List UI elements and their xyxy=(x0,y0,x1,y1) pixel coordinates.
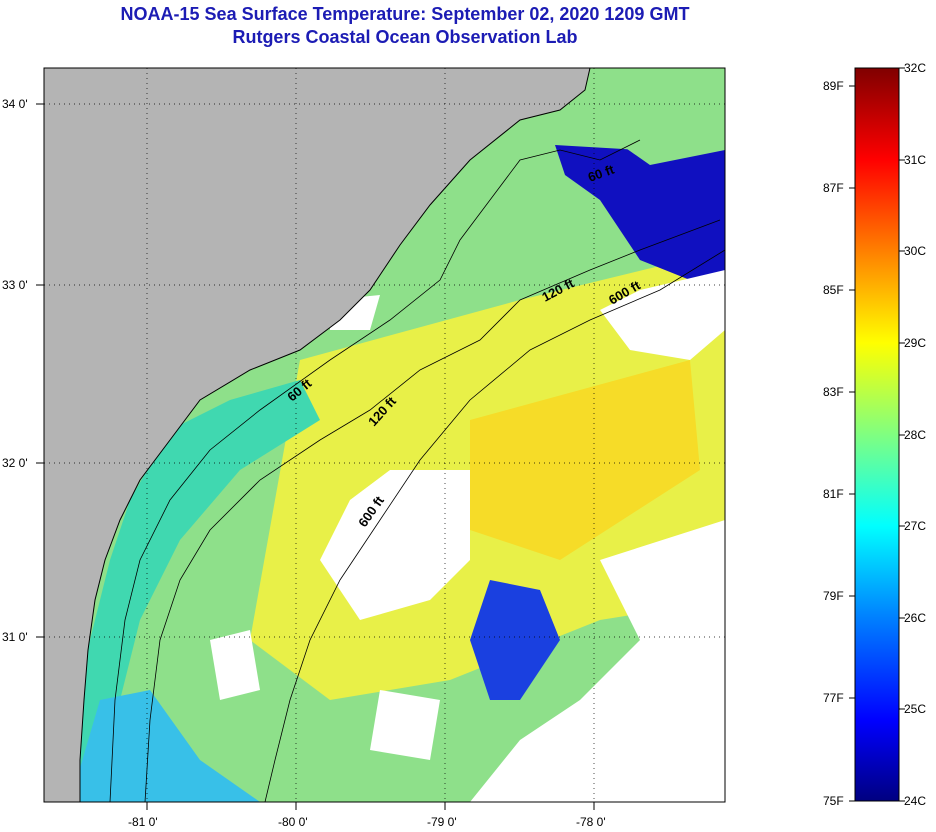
colorbar-fahrenheit-label: 89F xyxy=(823,79,844,93)
colorbar-celsius-label: 32C xyxy=(904,61,926,75)
colorbar xyxy=(854,67,900,802)
warmest-water-region xyxy=(470,360,700,560)
cloud-patch xyxy=(600,270,725,360)
colorbar-celsius-label: 31C xyxy=(904,153,926,167)
map-ticks xyxy=(36,103,595,810)
contour-120ft xyxy=(144,219,721,802)
map-grid xyxy=(44,68,725,802)
lat-label: 33 0' xyxy=(2,278,28,292)
lon-label: -81 0' xyxy=(128,815,158,829)
colorbar-fahrenheit-label: 77F xyxy=(823,691,844,705)
colorbar-fahrenheit-label: 83F xyxy=(823,385,844,399)
colorbar-fahrenheit-label: 75F xyxy=(823,794,844,808)
colorbar-celsius-label: 29C xyxy=(904,336,926,350)
colorbar-fahrenheit-label: 79F xyxy=(823,589,844,603)
colorbar-celsius-label: 28C xyxy=(904,428,926,442)
coastline xyxy=(79,68,591,802)
page-title: NOAA-15 Sea Surface Temperature: Septemb… xyxy=(120,4,690,24)
lon-label: -78 0' xyxy=(576,815,606,829)
map-frame xyxy=(43,67,726,803)
cloud-patch xyxy=(210,630,260,700)
lon-label: -80 0' xyxy=(278,815,308,829)
ocean-area xyxy=(600,80,725,165)
page-subtitle: Rutgers Coastal Ocean Observation Lab xyxy=(232,27,578,47)
southern-cool-water xyxy=(70,690,260,802)
colorbar-celsius-label: 25C xyxy=(904,702,926,716)
contour-60ft xyxy=(109,139,641,802)
colorbar-ticks xyxy=(849,67,905,802)
colorbar-celsius-label: 26C xyxy=(904,611,926,625)
colorbar-celsius-label: 24C xyxy=(904,794,926,808)
colorbar-fahrenheit-label: 81F xyxy=(823,487,844,501)
colorbar-fahrenheit-label: 87F xyxy=(823,181,844,195)
colorbar-fahrenheit-label: 85F xyxy=(823,283,844,297)
colorbar-celsius-label: 30C xyxy=(904,244,926,258)
cloud-patch xyxy=(320,470,470,620)
map-panel: 60 ft 120 ft 600 ft 60 ft 120 ft 600 ft xyxy=(44,68,725,802)
cold-water-patch-north xyxy=(555,140,725,290)
colorbar-celsius-label: 27C xyxy=(904,519,926,533)
lat-label: 34 0' xyxy=(2,97,28,111)
contour-600ft xyxy=(264,249,725,802)
lat-label: 31 0' xyxy=(2,630,28,644)
cloud-patch xyxy=(370,690,440,760)
cold-water-patch-south xyxy=(470,580,560,700)
cloud-patch xyxy=(470,520,725,802)
lon-label: -79 0' xyxy=(427,815,457,829)
nearshore-cool-water xyxy=(44,380,320,802)
land-area xyxy=(44,68,590,802)
lat-label: 32 0' xyxy=(2,456,28,470)
